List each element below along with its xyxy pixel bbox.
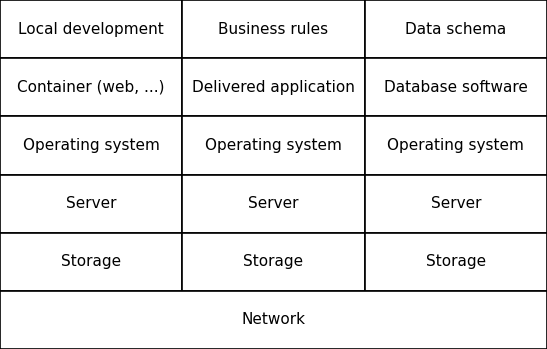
Bar [182,233,365,291]
Bar [365,233,547,291]
Bar [182,58,365,116]
Bar [0,116,182,174]
Text: Storage: Storage [243,254,304,269]
Bar [365,0,547,58]
Text: Server: Server [430,196,481,211]
Text: Storage: Storage [426,254,486,269]
Bar [365,116,547,174]
Text: Storage: Storage [61,254,121,269]
Bar [0,174,182,233]
Bar [0,58,182,116]
Bar [182,116,365,174]
Bar [365,58,547,116]
Text: Server: Server [248,196,299,211]
Text: Local development: Local development [18,22,164,37]
Text: Delivered application: Delivered application [192,80,355,95]
Text: Container (web, ...): Container (web, ...) [18,80,165,95]
Text: Operating system: Operating system [205,138,342,153]
Bar [0,0,182,58]
Bar [182,0,365,58]
Text: Operating system: Operating system [23,138,160,153]
Text: Data schema: Data schema [405,22,507,37]
Text: Business rules: Business rules [218,22,329,37]
Bar [0,291,547,349]
Bar [0,233,182,291]
Bar [365,174,547,233]
Bar [182,174,365,233]
Text: Network: Network [241,312,306,327]
Text: Server: Server [66,196,117,211]
Text: Database software: Database software [384,80,528,95]
Text: Operating system: Operating system [387,138,524,153]
